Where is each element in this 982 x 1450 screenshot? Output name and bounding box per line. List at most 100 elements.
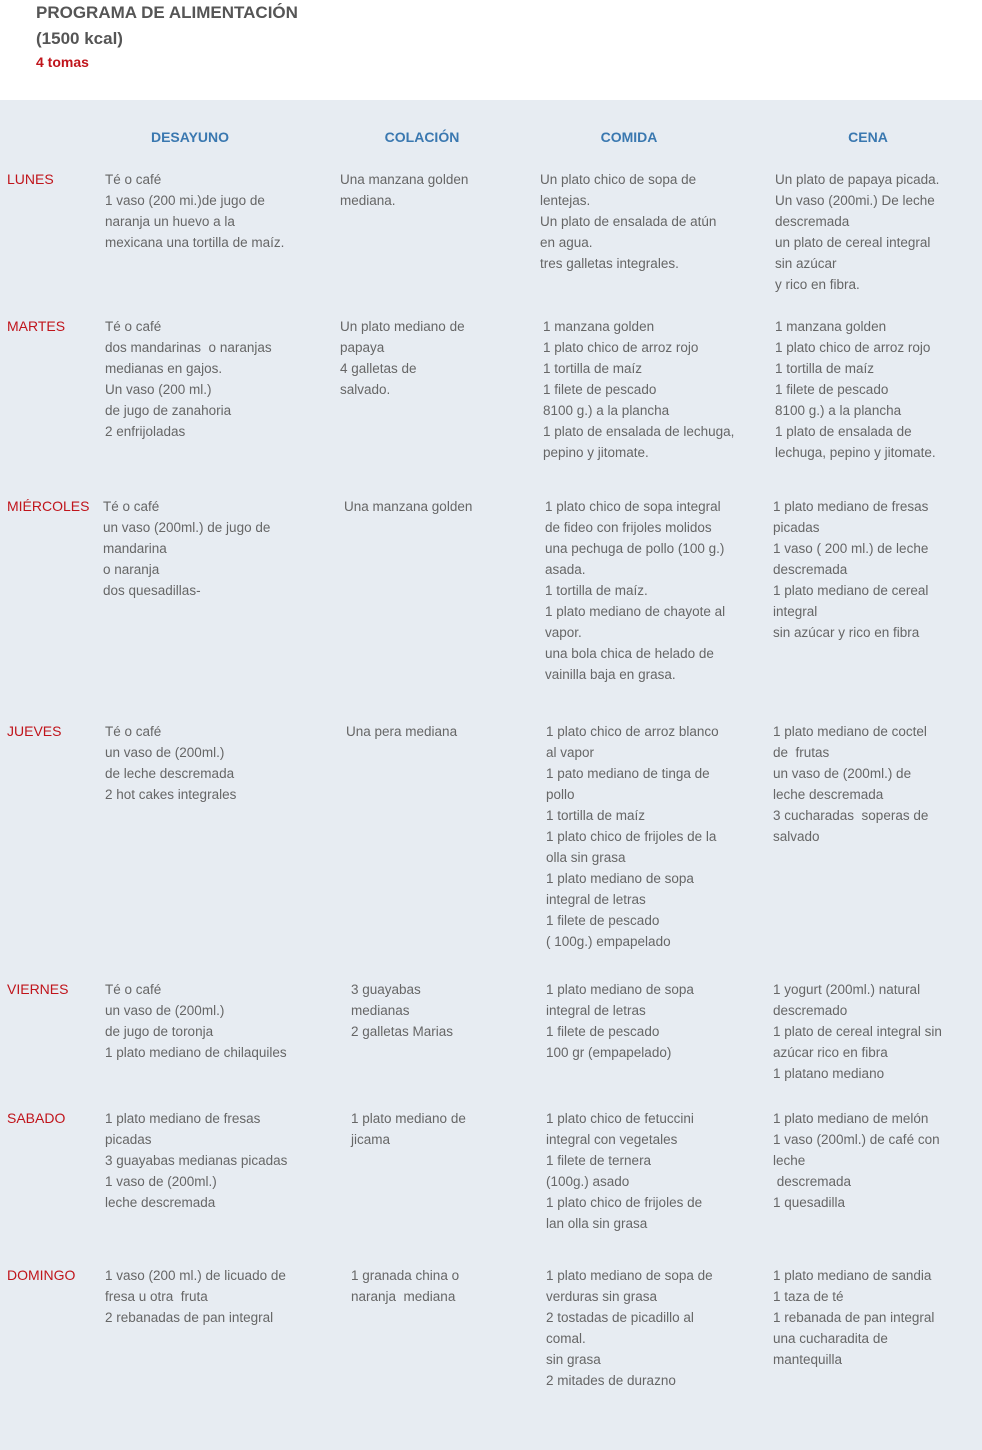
- cell-line: azúcar rico en fibra: [773, 1045, 888, 1060]
- cell-line: 1 rebanada de pan integral: [773, 1310, 935, 1325]
- cell-line: lan olla sin grasa: [546, 1216, 648, 1231]
- day-label: LUNES: [7, 171, 54, 187]
- cell-line: 1 vaso de (200ml.): [105, 1174, 217, 1189]
- header-cena: CENA: [848, 129, 888, 145]
- cell-line: leche: [773, 1153, 806, 1168]
- cell-line: un vaso de (200ml.): [105, 745, 225, 760]
- cell-line: pepino y jitomate.: [543, 445, 649, 460]
- cell-line: 1 plato chico de sopa integral: [545, 499, 721, 514]
- cell-line: 1 manzana golden: [775, 319, 887, 334]
- cell-colacion: 1 plato mediano de jicama: [351, 1108, 466, 1150]
- cell-line: verduras sin grasa: [546, 1289, 658, 1304]
- cell-line: picadas: [105, 1132, 152, 1147]
- cell-line: mexicana una tortilla de maíz.: [105, 235, 285, 250]
- cell-line: 1 tortilla de maíz: [543, 361, 643, 376]
- cell-line: 1 plato mediano de sandia: [773, 1268, 932, 1283]
- day-label: SABADO: [7, 1110, 66, 1126]
- cell-line: 3 cucharadas soperas de: [773, 808, 929, 823]
- cell-line: una pechuga de pollo (100 g.): [545, 541, 725, 556]
- cell-line: papaya: [340, 340, 385, 355]
- cell-line: 1 vaso (200 mi.)de jugo de: [105, 193, 265, 208]
- cell-cena: 1 plato mediano de coctel de frutas un vas…: [773, 721, 928, 847]
- cell-line: descremada: [773, 1174, 852, 1189]
- cell-line: 1 filete de pescado: [543, 382, 657, 397]
- cell-line: 2 hot cakes integrales: [105, 787, 237, 802]
- cell-line: 1 platano mediano: [773, 1066, 885, 1081]
- cell-line: comal.: [546, 1331, 586, 1346]
- cell-line: 2 galletas Marias: [351, 1024, 454, 1039]
- cell-line: 2 enfrijoladas: [105, 424, 186, 439]
- cell-line: Un vaso (200 ml.): [105, 382, 212, 397]
- cell-line: 1 plato mediano de sopa: [546, 982, 694, 997]
- cell-desayuno: Té o café un vaso de (200ml.) de leche des…: [105, 721, 236, 805]
- cell-line: mandarina: [103, 541, 167, 556]
- cell-comida: Un plato chico de sopa de lentejas. Un pla…: [540, 169, 716, 274]
- cell-cena: 1 plato mediano de fresas picadas 1 vaso (…: [773, 496, 928, 643]
- cell-line: 1 vaso (200ml.) de café con: [773, 1132, 940, 1147]
- header-comida: COMIDA: [600, 129, 658, 145]
- cell-line: lentejas.: [540, 193, 591, 208]
- cell-line: Una manzana golden: [344, 499, 473, 514]
- cell-line: 1 yogurt (200ml.) natural: [773, 982, 921, 997]
- cell-line: ( 100g.) empapelado: [546, 934, 671, 949]
- cell-line: (100g.) asado: [546, 1174, 630, 1189]
- cell-colacion: 3 guayabas medianas 2 galletas Marias: [351, 979, 453, 1042]
- cell-line: 1 filete de ternera: [546, 1153, 652, 1168]
- cell-line: 1 tortilla de maíz: [546, 808, 646, 823]
- page-title: PROGRAMA DE ALIMENTACIÓN (1500 kcal): [36, 3, 298, 48]
- cell-line: Té o café: [105, 982, 162, 997]
- cell-line: 1 plato mediano de coctel: [773, 724, 927, 739]
- cell-line: Té o café: [105, 172, 162, 187]
- cell-line: 1 tortilla de maíz.: [545, 583, 648, 598]
- cell-line: 1 tortilla de maíz: [775, 361, 875, 376]
- cell-line: asada.: [545, 562, 586, 577]
- cell-line: 1 filete de pescado: [546, 913, 660, 928]
- cell-cena: 1 plato mediano de melón 1 vaso (200ml.) …: [773, 1108, 940, 1213]
- cell-line: 1 plato chico de frijoles de la: [546, 829, 717, 844]
- cell-desayuno: 1 vaso (200 ml.) de licuado de fresa u ot…: [105, 1265, 286, 1328]
- cell-line: integral con vegetales: [546, 1132, 678, 1147]
- cell-line: un vaso (200ml.) de jugo de: [103, 520, 271, 535]
- cell-line: Un plato chico de sopa de: [540, 172, 697, 187]
- cell-line: sin grasa: [546, 1352, 601, 1367]
- cell-line: 1 vaso ( 200 ml.) de leche: [773, 541, 929, 556]
- cell-line: 1 plato mediano de chilaquiles: [105, 1045, 287, 1060]
- cell-line: 3 guayabas: [351, 982, 421, 997]
- cell-line: integral: [773, 604, 818, 619]
- cell-line: 1 plato chico de arroz rojo: [775, 340, 931, 355]
- cell-comida: 1 plato mediano de sopa de verduras sin g…: [546, 1265, 713, 1391]
- cell-line: o naranja: [103, 562, 160, 577]
- cell-line: 8100 g.) a la plancha: [775, 403, 902, 418]
- cell-desayuno: Té o café dos mandarinas o naranjas median…: [105, 316, 272, 442]
- cell-line: un plato de cereal integral: [775, 235, 931, 250]
- cell-line: 8100 g.) a la plancha: [543, 403, 670, 418]
- cell-colacion: Una manzana golden: [344, 496, 472, 517]
- cell-line: naranja un huevo a la: [105, 214, 235, 229]
- cell-line: de jugo de zanahoria: [105, 403, 232, 418]
- cell-line: 1 plato mediano de fresas: [105, 1111, 261, 1126]
- cell-line: 1 manzana golden: [543, 319, 655, 334]
- cell-line: dos quesadillas-: [103, 583, 201, 598]
- cell-colacion: 1 granada china o naranja mediana: [351, 1265, 459, 1307]
- cell-comida: 1 plato chico de sopa integral de fideo c…: [545, 496, 725, 685]
- cell-line: Una manzana golden: [340, 172, 469, 187]
- cell-line: 1 plato mediano de sopa: [546, 871, 694, 886]
- cell-line: 1 quesadilla: [773, 1195, 846, 1210]
- cell-desayuno: 1 plato mediano de fresas picadas 3 guayab…: [105, 1108, 287, 1213]
- cell-comida: 1 plato mediano de sopa integral de letra…: [546, 979, 694, 1063]
- meal-table: [0, 100, 982, 1450]
- cell-line: 1 taza de té: [773, 1289, 844, 1304]
- cell-line: 1 plato mediano de chayote al: [545, 604, 726, 619]
- cell-line: medianas: [351, 1003, 410, 1018]
- day-label: JUEVES: [7, 723, 62, 739]
- cell-line: de jugo de toronja: [105, 1024, 214, 1039]
- cell-line: picadas: [773, 520, 820, 535]
- cell-line: 1 filete de pescado: [775, 382, 889, 397]
- day-label: MARTES: [7, 318, 66, 334]
- cell-line: pollo: [546, 787, 575, 802]
- cell-line: 1 filete de pescado: [546, 1024, 660, 1039]
- cell-line: tres galletas integrales.: [540, 256, 679, 271]
- cell-line: fresa u otra fruta: [105, 1289, 208, 1304]
- cell-line: 1 plato de ensalada de: [775, 424, 912, 439]
- cell-line: Un plato de ensalada de atún: [540, 214, 717, 229]
